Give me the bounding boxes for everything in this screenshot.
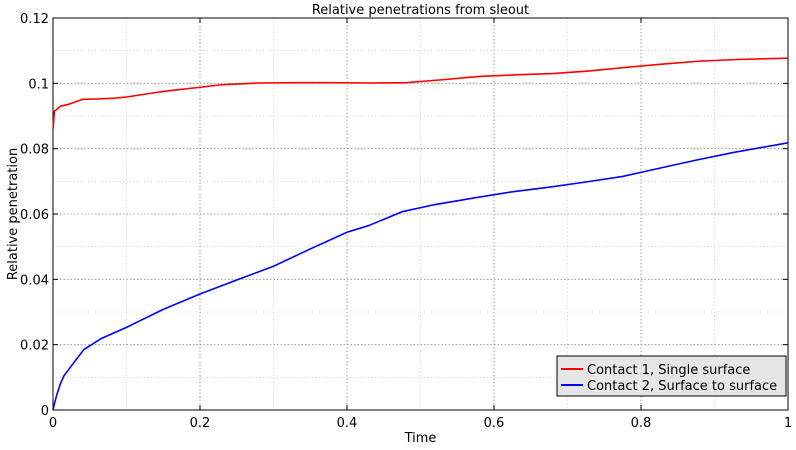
y-tick-label: 0.02 (20, 339, 49, 354)
y-tick-label: 0.12 (20, 12, 49, 27)
series-lines (52, 57, 789, 411)
legend: Contact 1, Single surface Contact 2, Sur… (556, 355, 787, 397)
series-line-1 (52, 57, 789, 130)
axis-ticks: 0 0.2 0.4 0.6 0.8 1 0 0.02 0.04 0.06 0.08 0.1 0.12 (20, 12, 792, 431)
x-tick-label: 1 (784, 416, 792, 431)
grid (53, 18, 788, 410)
legend-label-contact-1: Contact 1, Single surface (587, 363, 750, 378)
y-tick-label: 0.04 (20, 273, 49, 288)
chart-title: Relative penetrations from sleout (312, 3, 529, 18)
series-line-2 (52, 142, 789, 411)
y-tick-label: 0.1 (28, 77, 49, 92)
y-tick-label: 0.06 (20, 208, 49, 223)
x-tick-label: 0.2 (190, 416, 211, 431)
x-tick-label: 0.8 (631, 416, 652, 431)
y-tick-label: 0.08 (20, 143, 49, 158)
y-tick-label: 0 (41, 404, 49, 419)
x-tick-label: 0.6 (484, 416, 505, 431)
x-tick-label: 0 (49, 416, 57, 431)
legend-box (556, 355, 787, 397)
y-axis-label: Relative penetration (6, 148, 21, 280)
x-axis-label: Time (404, 431, 437, 446)
legend-label-contact-2: Contact 2, Surface to surface (587, 379, 777, 394)
x-tick-label: 0.4 (337, 416, 358, 431)
